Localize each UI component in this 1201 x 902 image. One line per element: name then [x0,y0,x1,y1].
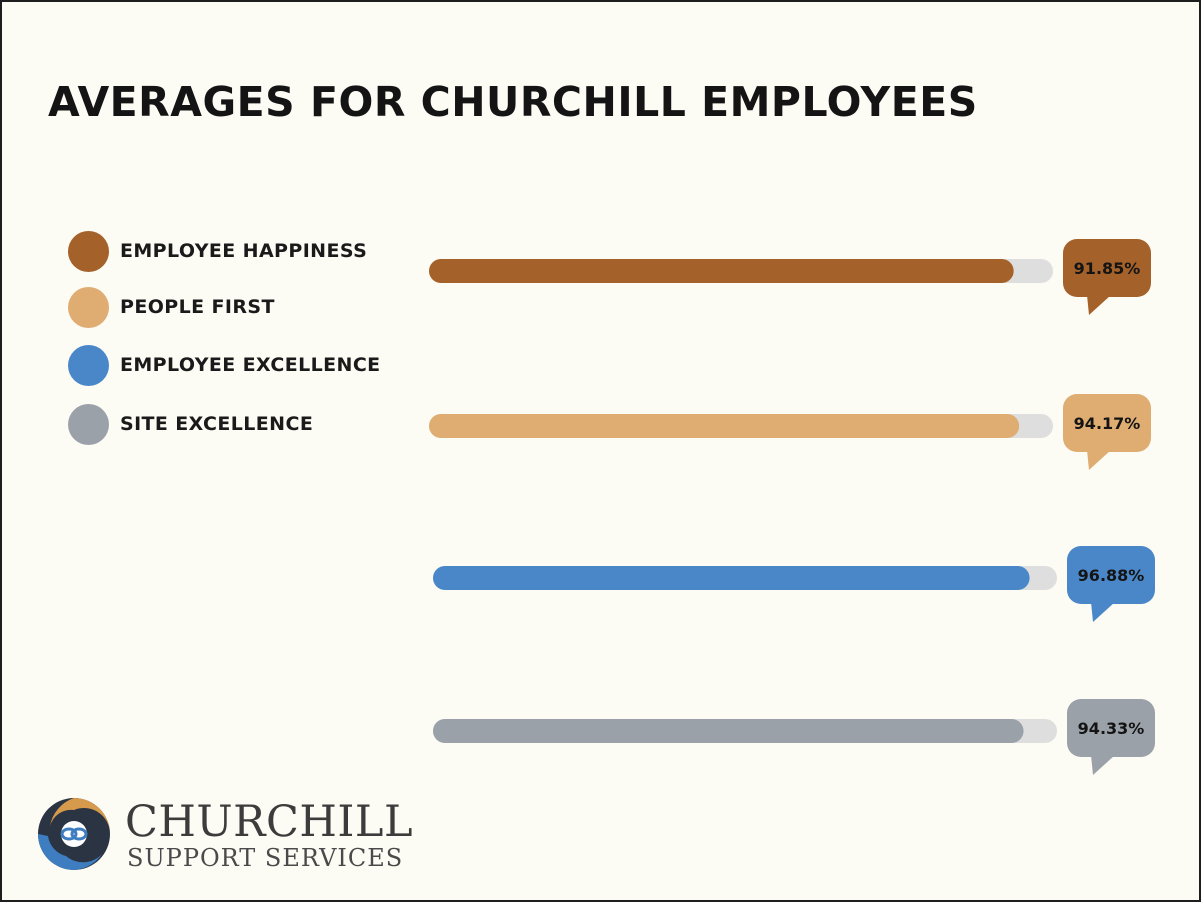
value-bubble-tail [1087,295,1111,315]
legend-label: SITE EXCELLENCE [120,413,314,435]
value-bubble [1063,239,1151,297]
legend-item-site-excellence: SITE EXCELLENCE [68,403,313,445]
brand-tagline: SUPPORT SERVICES [127,844,404,872]
legend-swatch [68,344,109,386]
bar [433,566,1030,590]
bar-group: 96.88% [433,546,1155,622]
churchill-swirl-logo-icon [38,798,110,870]
legend-swatch [68,230,109,272]
bar-group: 91.85% [429,239,1151,315]
legend-label: EMPLOYEE HAPPINESS [120,240,368,262]
legend-label: EMPLOYEE EXCELLENCE [120,354,381,376]
brand-name: CHURCHILL [125,797,414,847]
bar [433,719,1024,743]
value-bubble [1067,699,1155,757]
legend-item-people-first: PEOPLE FIRST [68,286,275,328]
legend-item-employee-excellence: EMPLOYEE EXCELLENCE [68,344,381,386]
bar-group: 94.33% [433,699,1155,775]
value-bubble-tail [1091,602,1115,622]
value-label: 94.33% [1078,719,1145,738]
value-bubble-tail [1087,450,1111,470]
value-bubble [1067,546,1155,604]
legend-item-employee-happiness: EMPLOYEE HAPPINESS [68,230,367,272]
legend-swatch [68,403,109,445]
value-bubble-tail [1091,755,1115,775]
bar [429,414,1020,438]
value-label: 94.17% [1074,414,1141,433]
legend-label: PEOPLE FIRST [120,296,275,318]
chart-title: AVERAGES FOR CHURCHILL EMPLOYEES [48,78,978,126]
value-bubble [1063,394,1151,452]
bar-group: 94.17% [429,394,1151,470]
value-label: 91.85% [1074,259,1141,278]
bar [429,259,1014,283]
legend-swatch [68,286,109,328]
value-label: 96.88% [1078,566,1145,585]
churchill-logo [38,798,110,870]
